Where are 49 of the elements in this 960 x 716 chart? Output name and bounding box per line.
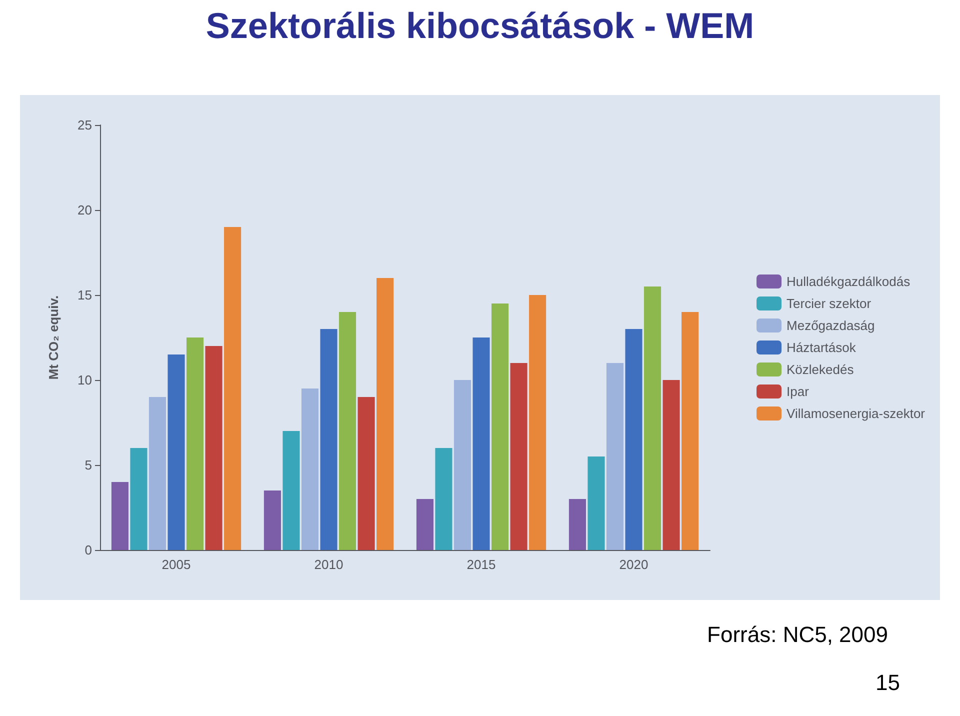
text: Forrás: NC5, 2009	[707, 622, 888, 648]
bar	[644, 286, 662, 550]
bar	[454, 380, 472, 550]
y-tick-label: 20	[78, 202, 92, 218]
bar	[682, 312, 699, 550]
y-tick-label: 25	[78, 118, 92, 132]
bar	[264, 490, 281, 550]
bar	[130, 448, 148, 550]
legend-label: Közlekedés	[786, 362, 854, 377]
bar	[472, 338, 490, 550]
bar	[625, 329, 642, 550]
bar	[510, 363, 528, 550]
bar	[435, 448, 452, 550]
bar	[205, 346, 222, 550]
bar	[606, 363, 624, 550]
bar	[148, 397, 166, 550]
legend-label: Háztartások	[786, 340, 856, 355]
x-tick-label: 2010	[314, 557, 344, 572]
y-tick-label: 10	[78, 372, 92, 388]
y-tick-label: 5	[84, 458, 92, 472]
bar	[568, 499, 586, 550]
x-tick-label: 2015	[466, 557, 496, 572]
bar	[376, 278, 394, 550]
text: 15	[876, 670, 900, 696]
bar	[320, 329, 338, 550]
legend-label: Ipar	[786, 384, 810, 399]
bar	[529, 295, 546, 550]
x-tick-label: 2020	[619, 557, 648, 572]
legend-label: Hulladékgazdálkodás	[786, 274, 911, 289]
y-axis-title: Mt CO₂ equiv.	[46, 295, 61, 380]
bar	[338, 312, 356, 550]
bar	[416, 499, 434, 550]
legend-label: Tercier szektor	[786, 296, 872, 311]
legend-label: Villamosenergia-szektor	[786, 406, 926, 421]
bar	[111, 482, 128, 550]
legend-label: Mezőgazdaság	[786, 318, 875, 333]
bar	[301, 388, 319, 550]
bar	[358, 397, 375, 550]
bar	[491, 304, 509, 550]
bar	[224, 227, 242, 550]
bar	[662, 380, 680, 550]
bar	[282, 431, 300, 550]
x-tick-label: 2005	[162, 557, 191, 572]
bar	[186, 338, 204, 550]
chart-title: Szektorális kibocsátások - WEM	[204, 5, 756, 47]
y-tick-label: 0	[84, 542, 92, 558]
bar	[168, 354, 185, 550]
bar	[588, 456, 605, 550]
y-tick-label: 15	[78, 288, 92, 302]
